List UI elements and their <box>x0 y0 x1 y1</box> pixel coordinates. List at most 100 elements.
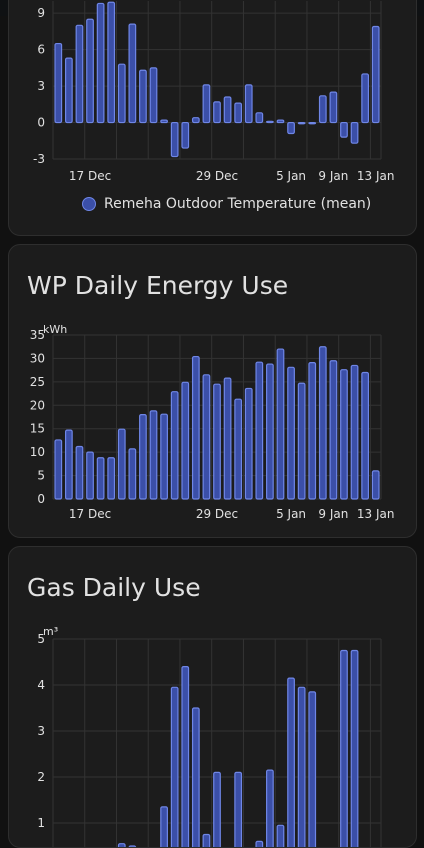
y-tick-label: 3 <box>37 79 45 93</box>
bar <box>298 123 305 124</box>
bar <box>256 113 263 123</box>
y-tick-label: 5 <box>37 469 45 483</box>
bar <box>76 25 83 122</box>
bar <box>298 383 305 499</box>
y-tick-label: -3 <box>33 152 45 166</box>
bar <box>362 74 369 123</box>
bar <box>150 411 157 499</box>
bar <box>203 835 210 848</box>
bar <box>351 365 358 499</box>
bar <box>171 392 178 499</box>
bar <box>256 362 263 499</box>
bar <box>203 375 210 499</box>
bar <box>140 70 147 122</box>
bar <box>182 382 189 499</box>
bar <box>87 452 94 499</box>
bar <box>203 85 210 123</box>
bar <box>150 68 157 123</box>
y-tick-label: 2 <box>37 770 45 784</box>
x-tick-label: 9 Jan <box>318 169 348 183</box>
bar <box>235 772 242 848</box>
bar <box>118 844 125 848</box>
legend-label: Remeha Outdoor Temperature (mean) <box>104 196 371 212</box>
bar <box>171 687 178 848</box>
bar <box>118 64 125 122</box>
bar <box>193 118 200 123</box>
bar <box>193 357 200 499</box>
bar <box>140 415 147 499</box>
y-tick-label: 20 <box>30 398 45 412</box>
bar <box>330 361 337 499</box>
bar <box>161 414 168 499</box>
y-tick-label: 4 <box>37 678 45 692</box>
bar <box>320 347 327 499</box>
bar <box>288 367 295 499</box>
bar <box>298 687 305 848</box>
bar <box>55 44 62 123</box>
bar <box>108 458 115 499</box>
bar <box>362 372 369 499</box>
legend-swatch <box>82 197 96 211</box>
bar <box>309 363 316 499</box>
bar <box>97 458 104 499</box>
bar <box>341 651 348 848</box>
bar <box>245 388 252 499</box>
bar <box>97 3 104 122</box>
bar <box>161 120 168 122</box>
bar <box>372 471 379 499</box>
bar <box>182 667 189 848</box>
x-tick-label: 5 Jan <box>276 169 306 183</box>
bar <box>288 123 295 134</box>
bar <box>161 807 168 848</box>
bar <box>277 349 284 499</box>
bar <box>309 692 316 848</box>
y-tick-label: 3 <box>37 724 45 738</box>
legend-item-outdoor-temperature[interactable]: Remeha Outdoor Temperature (mean) <box>82 196 371 212</box>
bar <box>193 708 200 848</box>
bar <box>214 102 221 123</box>
y-tick-label: 6 <box>37 43 45 57</box>
bar <box>277 825 284 848</box>
x-tick-label: 29 Dec <box>196 507 238 521</box>
bar <box>66 430 73 499</box>
x-tick-label: 5 Jan <box>276 507 306 521</box>
y-tick-label: 15 <box>30 422 45 436</box>
bar <box>235 103 242 122</box>
bar <box>224 97 231 123</box>
bar <box>351 651 358 848</box>
bar <box>55 440 62 499</box>
y-tick-label: 9 <box>37 6 45 20</box>
bar <box>267 364 274 499</box>
y-tick-label: 1 <box>37 816 45 830</box>
card-title-wp-energy: WP Daily Energy Use <box>27 271 288 300</box>
card-title-gas-use: Gas Daily Use <box>27 573 201 602</box>
bar <box>372 27 379 123</box>
bar <box>118 429 125 499</box>
bar <box>129 24 136 122</box>
bar <box>288 678 295 848</box>
bar <box>224 378 231 499</box>
x-tick-label: 29 Dec <box>196 169 238 183</box>
y-unit-label: m³ <box>43 625 58 638</box>
bar <box>66 58 73 122</box>
y-tick-label: 0 <box>37 116 45 130</box>
y-unit-label: kWh <box>43 323 67 336</box>
bar <box>267 121 274 122</box>
x-tick-label: 13 Jan <box>357 507 395 521</box>
y-tick-label: 25 <box>30 375 45 389</box>
x-tick-label: 17 Dec <box>69 507 111 521</box>
bar <box>351 123 358 144</box>
bar <box>277 120 284 122</box>
bar <box>309 123 316 124</box>
bar <box>267 770 274 848</box>
bar <box>108 2 115 122</box>
bar <box>171 123 178 157</box>
bar <box>235 399 242 499</box>
bar <box>214 772 221 848</box>
